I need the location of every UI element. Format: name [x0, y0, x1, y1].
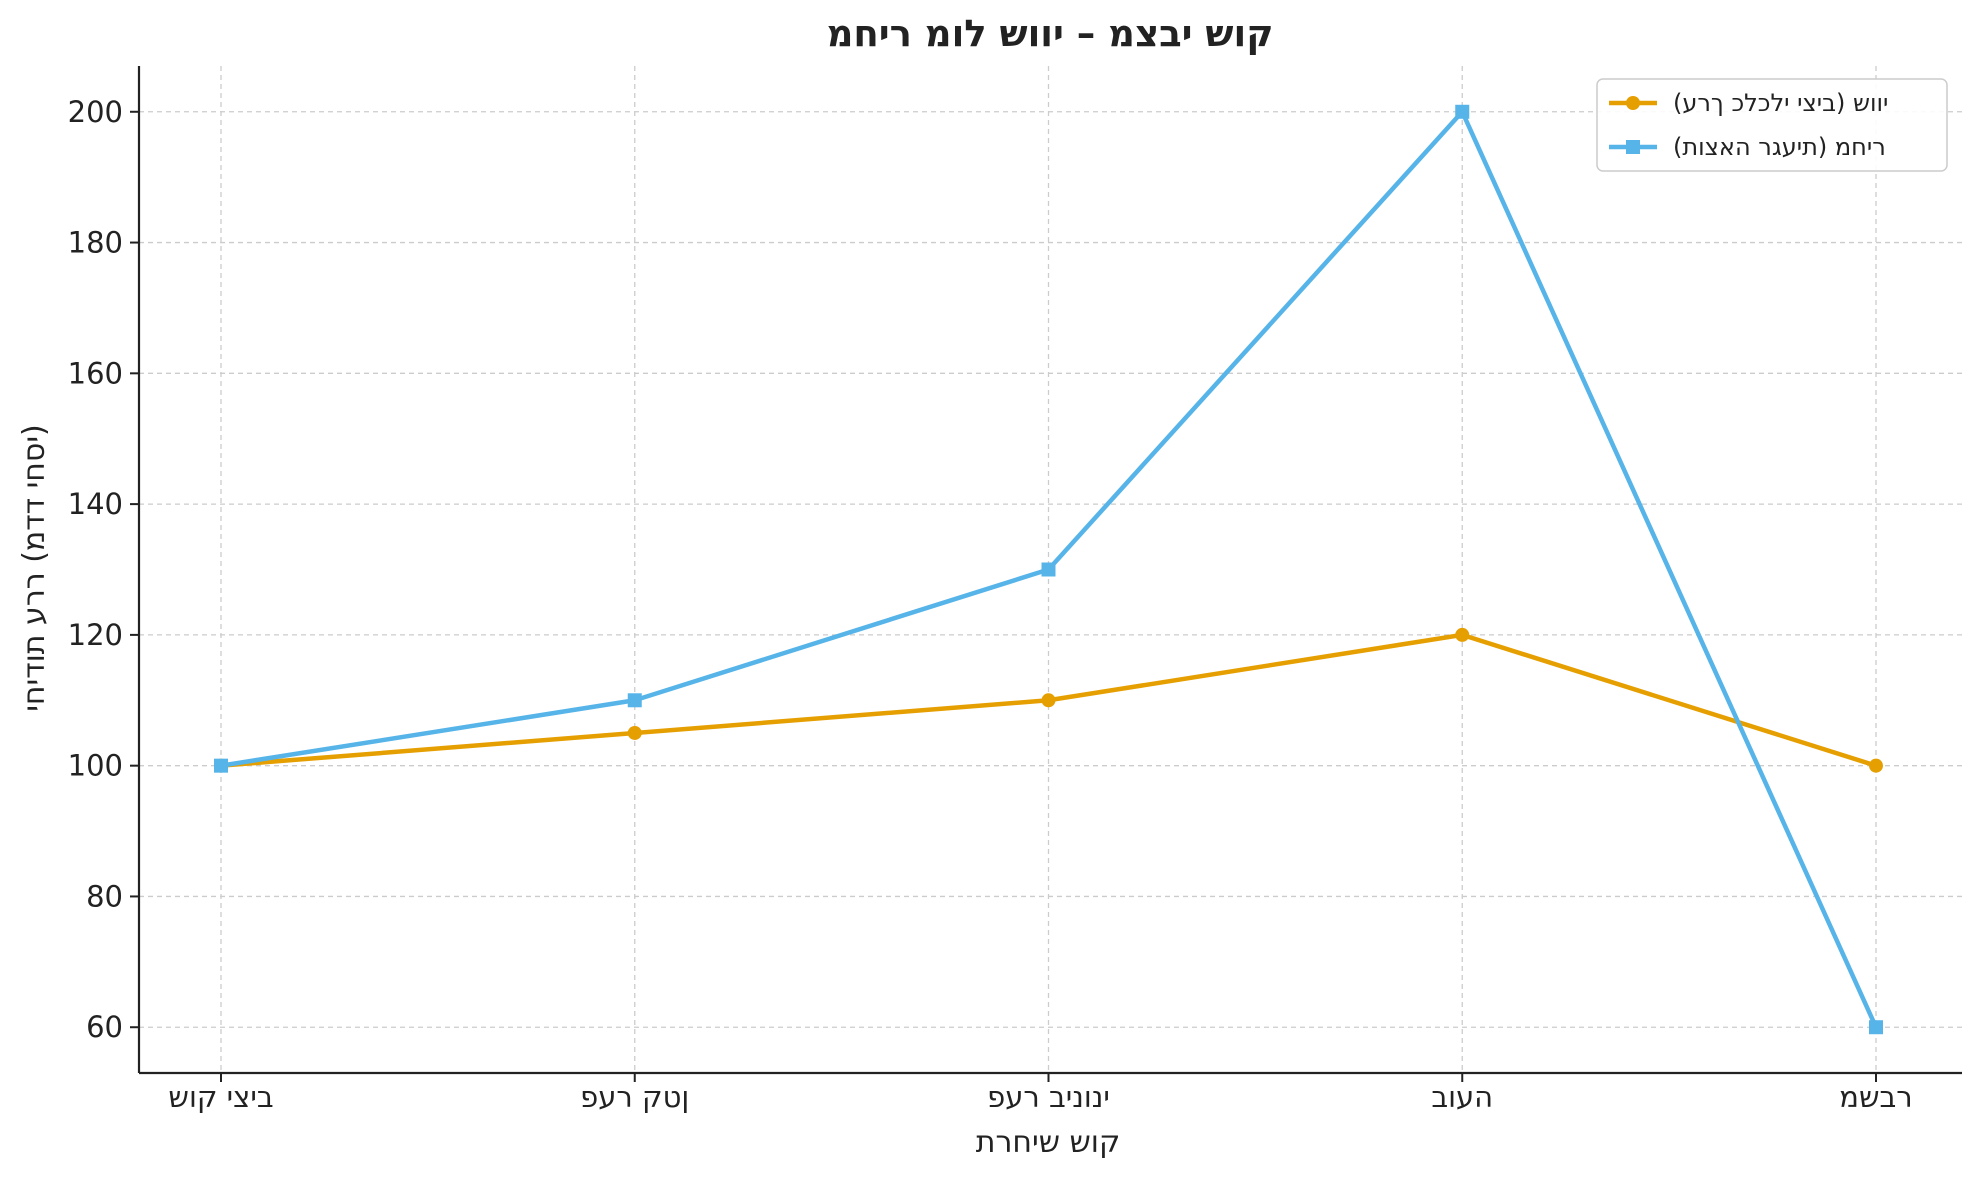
- y-tick-label: 100: [68, 749, 123, 783]
- x-axis-label: קוש שיחרת: [976, 1125, 1120, 1160]
- data-point-series-2: [1455, 104, 1470, 119]
- legend-box: [1596, 78, 1948, 172]
- data-point-series-2: [1869, 1020, 1883, 1035]
- legend-marker-1: [1626, 96, 1640, 110]
- x-tick-label: רבשמ: [1839, 1080, 1912, 1114]
- y-tick-label: 160: [68, 356, 123, 390]
- legend-marker-2: [1626, 140, 1640, 154]
- chart-title: קוש יבצמ – יווש לומ ריחמ: [827, 12, 1274, 55]
- y-axis-label: יסחי דדמ) ררע תודיחי): [17, 424, 52, 712]
- tick-labels: 60 80 100 120 140 160 180 200 ביצי קוש ןטק רעפ ינו…: [68, 95, 1913, 1114]
- legend-label-2: ריחמ (תיעגר האצות): [1673, 133, 1886, 161]
- x-tick-label: ןטק רעפ: [580, 1080, 689, 1114]
- y-tick-label: 180: [68, 226, 123, 260]
- series-lines: [214, 104, 1883, 1035]
- x-tick-label: ינוניב רעפ: [987, 1080, 1110, 1114]
- x-tick-label: העוב: [1431, 1080, 1493, 1114]
- y-tick-label: 80: [86, 879, 123, 913]
- data-point-series-1: [627, 725, 642, 740]
- grid-lines: [139, 66, 1962, 1073]
- data-point-series-2: [1041, 562, 1056, 577]
- legend: יווש (ביצי ילכלכ ךרע) ריחמ (תיעגר האצות): [1596, 78, 1948, 172]
- legend-label-1: יווש (ביצי ילכלכ ךרע): [1673, 89, 1888, 117]
- y-tick-label: 120: [68, 618, 123, 652]
- axes: [130, 66, 1962, 1082]
- x-tick-label: ביצי קוש: [168, 1080, 273, 1114]
- data-point-series-1: [1041, 693, 1056, 708]
- data-point-series-1: [1869, 758, 1883, 773]
- y-tick-label: 200: [68, 95, 123, 129]
- y-tick-label: 60: [86, 1010, 123, 1044]
- data-point-series-1: [1455, 627, 1470, 642]
- data-point-series-2: [627, 693, 642, 708]
- data-point-series-2: [214, 758, 228, 773]
- y-tick-label: 140: [68, 487, 123, 521]
